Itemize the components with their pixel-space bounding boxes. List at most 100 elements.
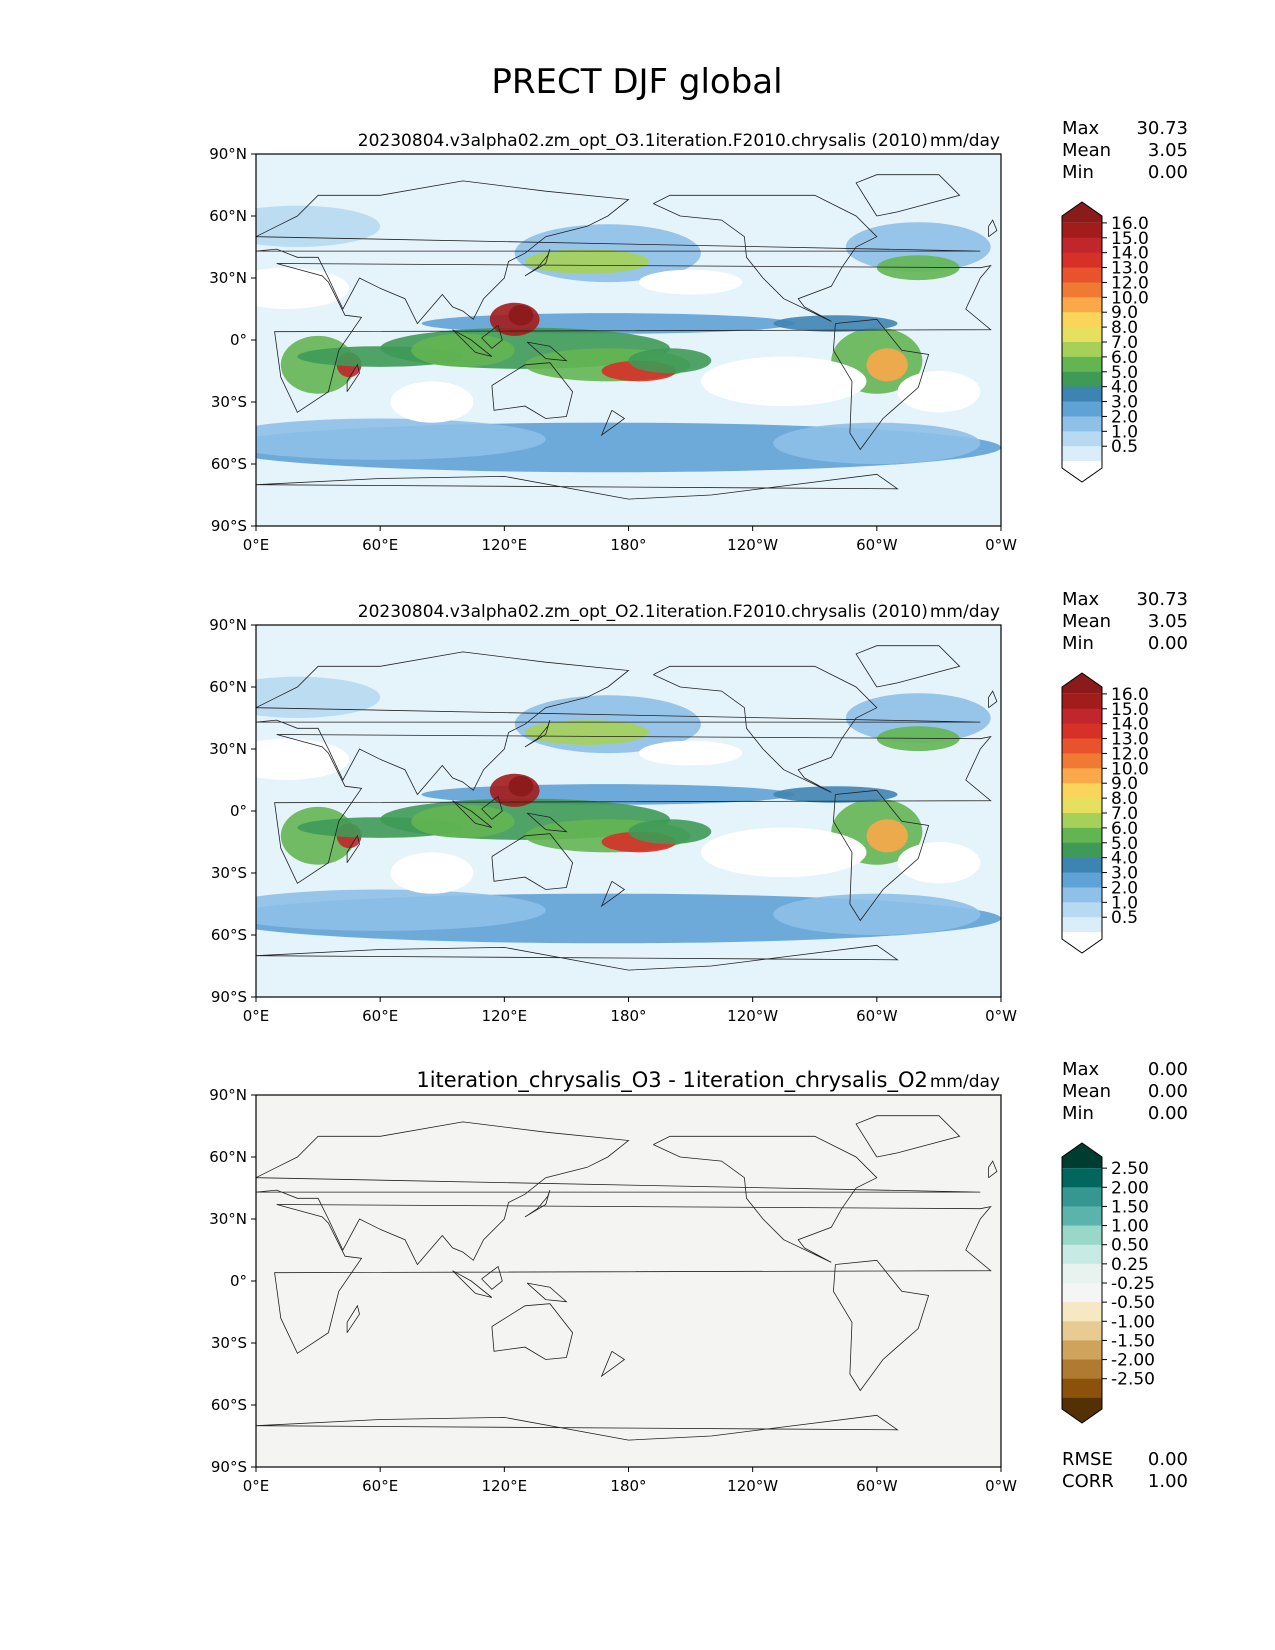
- colorbar-extend-bottom: [1062, 461, 1102, 482]
- coastline: [832, 318, 930, 451]
- y-tick-label: 90°S: [211, 1458, 247, 1476]
- colorbar-swatch: [1062, 1168, 1102, 1188]
- stat-label: Min: [1062, 633, 1094, 654]
- colorbar-label: 10.0: [1111, 759, 1149, 779]
- coastline: [988, 1160, 998, 1179]
- x-tick-label: 120°W: [727, 1007, 778, 1025]
- colorbar-label: 7.0: [1111, 804, 1138, 824]
- colorbar-label: 6.0: [1111, 348, 1138, 368]
- colorbar-swatch: [1062, 1263, 1102, 1284]
- colorbar-label: 0.50: [1111, 1236, 1149, 1256]
- coastline: [491, 833, 574, 890]
- stat-value: 0.00: [1148, 1449, 1188, 1470]
- x-tick-label: 0°E: [243, 536, 270, 554]
- colorbar-label: 10.0: [1111, 288, 1149, 308]
- coastline: [346, 363, 360, 392]
- coastline: [256, 944, 899, 971]
- coastline: [832, 789, 930, 922]
- coastline: [491, 1303, 574, 1360]
- panel-units: mm/day: [930, 1072, 1000, 1092]
- x-tick-label: 120°W: [727, 536, 778, 554]
- stat-value: 1.00: [1148, 1471, 1188, 1492]
- colorbar-extend-bottom: [1062, 1397, 1102, 1423]
- x-tick-label: 0°W: [985, 1007, 1017, 1025]
- precip-region: [845, 222, 991, 272]
- colorbar-label: 1.0: [1111, 422, 1138, 442]
- precip-region: [525, 249, 650, 274]
- colorbar-label: 15.0: [1111, 700, 1149, 720]
- colorbar-swatch: [1062, 857, 1102, 874]
- y-tick-label: 30°S: [211, 393, 247, 411]
- x-tick-label: 120°E: [482, 1007, 528, 1025]
- coastline: [524, 719, 551, 748]
- colorbar-label: 14.0: [1111, 244, 1149, 264]
- difference-field: [256, 1095, 1001, 1467]
- coastline: [256, 1414, 899, 1441]
- colorbar-swatch: [1062, 252, 1102, 269]
- coastline: [452, 800, 493, 828]
- coastline: [988, 219, 998, 238]
- y-tick-label: 60°N: [209, 207, 247, 225]
- colorbar-label: 8.0: [1111, 318, 1138, 338]
- colorbar-label: 0.5: [1111, 437, 1138, 457]
- colorbar: 16.015.014.013.012.010.09.08.07.06.05.04…: [1061, 672, 1149, 954]
- colorbar-label: 7.0: [1111, 333, 1138, 353]
- panel-units: mm/day: [930, 131, 1000, 151]
- colorbar-swatch: [1062, 693, 1102, 710]
- panel-units: mm/day: [930, 602, 1000, 622]
- colorbar-swatch: [1062, 1321, 1102, 1341]
- colorbar-label: 1.0: [1111, 893, 1138, 913]
- precip-region: [256, 205, 381, 247]
- stat-value: 0.00: [1148, 1081, 1188, 1102]
- colorbar-label: 9.0: [1111, 774, 1138, 794]
- colorbar-label: -2.00: [1111, 1351, 1155, 1371]
- y-tick-label: 30°N: [209, 1210, 247, 1228]
- coastline: [855, 174, 961, 217]
- coastline: [274, 734, 992, 884]
- stat-value: 3.05: [1148, 140, 1188, 161]
- colorbar-swatch: [1062, 753, 1102, 769]
- y-tick-label: 90°N: [209, 616, 247, 634]
- stat-label: CORR: [1062, 1471, 1114, 1492]
- colorbar-extend-bottom: [1062, 932, 1102, 953]
- colorbar-swatch: [1062, 708, 1102, 725]
- stat-value: 0.00: [1148, 1059, 1188, 1080]
- coastline: [481, 1265, 503, 1290]
- colorbar-swatch: [1062, 917, 1102, 933]
- coastline: [832, 1259, 930, 1392]
- precip-region: [866, 348, 908, 382]
- map-field: [256, 154, 1001, 526]
- colorbar-swatch: [1062, 386, 1102, 403]
- precip-region: [773, 422, 981, 465]
- y-tick-label: 30°N: [209, 740, 247, 758]
- coastline: [600, 409, 626, 437]
- y-tick-label: 90°S: [211, 517, 247, 535]
- colorbar: 16.015.014.013.012.010.09.08.07.06.05.04…: [1061, 201, 1149, 483]
- colorbar-label: 14.0: [1111, 715, 1149, 735]
- colorbar-label: 2.0: [1111, 407, 1138, 427]
- colorbar-label: 2.00: [1111, 1178, 1149, 1198]
- colorbar-label: 9.0: [1111, 303, 1138, 323]
- colorbar-swatch: [1062, 1244, 1102, 1265]
- dry-region: [700, 827, 867, 878]
- x-tick-label: 180°: [610, 1007, 646, 1025]
- coastline: [526, 812, 568, 833]
- colorbar-label: 4.0: [1111, 849, 1138, 869]
- coastline: [524, 248, 551, 277]
- coastline: [481, 324, 503, 349]
- coastline: [256, 180, 981, 325]
- colorbar-label: 16.0: [1111, 214, 1149, 234]
- y-tick-label: 60°N: [209, 1148, 247, 1166]
- coastline: [988, 690, 998, 709]
- y-tick-label: 0°: [230, 1272, 247, 1290]
- colorbar-swatch: [1062, 371, 1102, 388]
- precip-region: [508, 775, 534, 797]
- precip-region: [773, 893, 981, 935]
- y-tick-label: 30°S: [211, 864, 247, 882]
- colorbar-extend-top: [1062, 202, 1102, 223]
- dry-region: [390, 852, 474, 894]
- dry-region: [256, 738, 350, 780]
- coastline: [452, 329, 493, 357]
- coastline: [855, 645, 961, 688]
- colorbar-label: 12.0: [1111, 273, 1149, 293]
